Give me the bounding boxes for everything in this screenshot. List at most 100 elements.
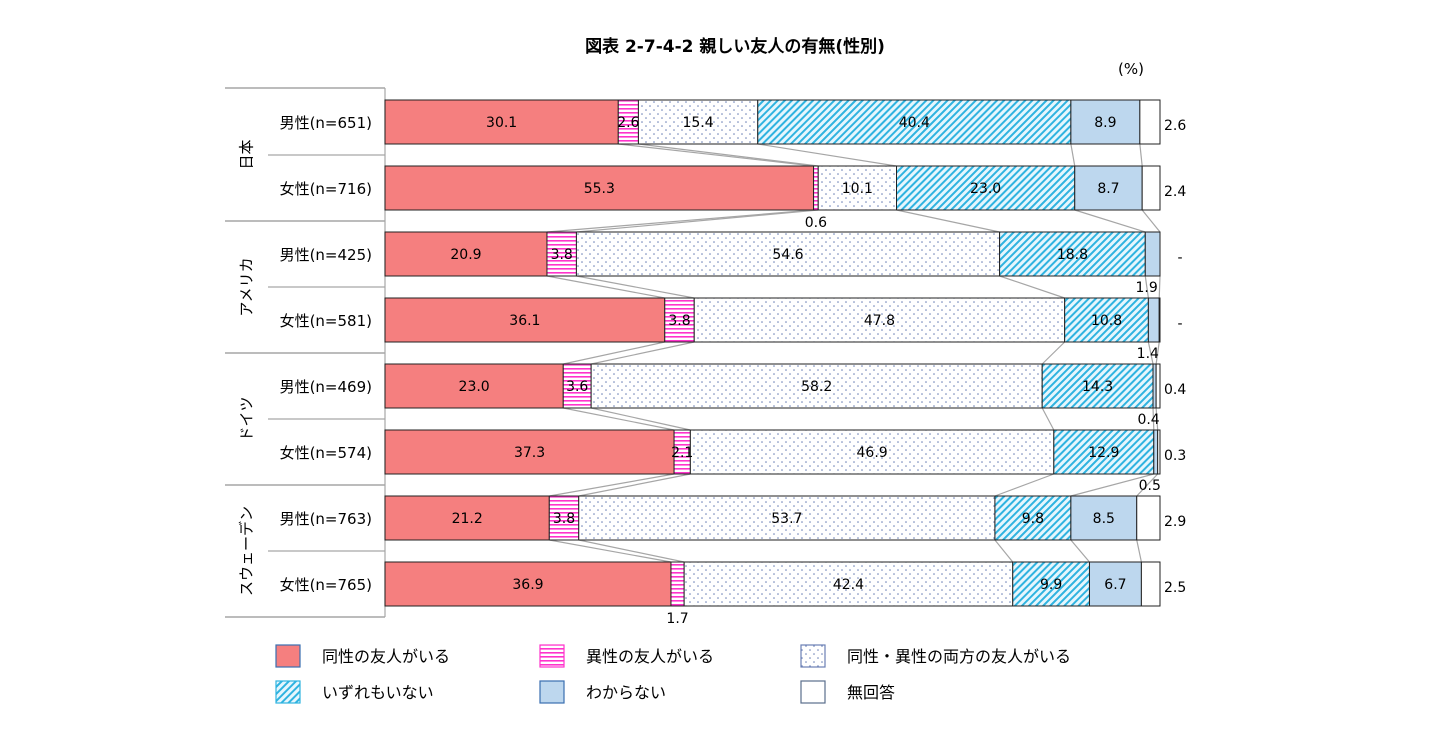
legend-swatch [275, 644, 301, 668]
bar-segment [1088, 561, 1142, 607]
unit-label: (%) [1118, 60, 1144, 78]
bar-segment [384, 429, 675, 475]
value-label: 1.9 [1136, 280, 1158, 296]
connector-line [591, 341, 695, 365]
value-label: 18.8 [1057, 247, 1088, 263]
connector-line [1141, 209, 1161, 233]
connector-line [757, 143, 897, 167]
value-label: 36.1 [509, 313, 540, 329]
connector-line [896, 209, 1000, 233]
value-label: 46.9 [857, 445, 888, 461]
chart-title: 図表 2-7-4-2 親しい友人の有無(性別) [585, 36, 885, 57]
value-label: 15.4 [683, 115, 714, 131]
value-label: 47.8 [864, 313, 895, 329]
legend-label: 無回答 [847, 683, 895, 702]
connector-line [1139, 143, 1143, 167]
bar-segment [1141, 165, 1161, 211]
connector-line [999, 275, 1065, 299]
connector-line [1041, 341, 1066, 365]
bar-segment [384, 495, 550, 541]
bars [384, 99, 1161, 607]
value-label: 54.6 [772, 247, 803, 263]
value-label: 12.9 [1088, 445, 1119, 461]
bar-segment [1153, 429, 1159, 475]
row-label: 男性(n=425) [280, 246, 372, 264]
connector-line [1041, 407, 1055, 431]
legend-swatch [275, 680, 301, 704]
connector-line [546, 275, 665, 299]
value-label: 2.6 [1164, 118, 1186, 134]
connector-line [1158, 275, 1161, 299]
bar-segment [664, 297, 695, 343]
connector-line [994, 539, 1014, 563]
value-label: 37.3 [514, 445, 545, 461]
value-label: 8.9 [1094, 115, 1116, 131]
value-label: 42.4 [833, 577, 864, 593]
bar-segment [548, 495, 580, 541]
connector-line [578, 473, 691, 497]
value-label: 55.3 [584, 181, 615, 197]
value-label: 2.4 [1164, 184, 1186, 200]
bar-segment [1140, 561, 1161, 607]
bar-segment [384, 297, 666, 343]
bar-segment [562, 363, 592, 409]
bar-segment [1064, 297, 1149, 343]
value-label: 3.8 [553, 511, 575, 527]
legend-swatch [800, 644, 826, 668]
segment-connectors [546, 143, 1161, 563]
connector-line [549, 473, 675, 497]
legend-label: いずれもいない [322, 683, 434, 702]
value-label: 30.1 [486, 115, 517, 131]
value-label: 9.9 [1040, 577, 1062, 593]
value-label: 36.9 [512, 577, 543, 593]
bar-segment [590, 363, 1043, 409]
bar-segment [693, 297, 1066, 343]
labels: 男性(n=651) 30.1 2.6 15.4 40.4 8.9 2.6 女性(n=716) 5… [280, 114, 1187, 627]
bar-segment [1139, 99, 1161, 145]
legend-swatch [539, 680, 565, 704]
bar-segment [1157, 429, 1161, 475]
bar-segment [1074, 165, 1143, 211]
legend-label: わからない [586, 683, 666, 702]
bar-segment [817, 165, 897, 211]
bar-segment [1012, 561, 1090, 607]
connector-line [549, 539, 672, 563]
connector-line [638, 143, 819, 167]
value-label: 0.5 [1139, 478, 1161, 494]
group-label-1: アメリカ [238, 257, 256, 316]
connector-line [1070, 473, 1154, 497]
connector-line [1155, 407, 1159, 431]
connector-line [546, 209, 814, 233]
connector-line [563, 341, 665, 365]
bar-segment [1136, 495, 1161, 541]
bar-segment [384, 363, 564, 409]
bar-segment [1144, 231, 1161, 277]
legend-label: 異性の友人がいる [586, 647, 714, 666]
value-label: 10.8 [1091, 313, 1122, 329]
bar-segment [813, 165, 819, 211]
connector-line [1136, 473, 1159, 497]
value-label: 40.4 [899, 115, 930, 131]
legend-label: 同性の友人がいる [322, 647, 450, 666]
bar-segment [1155, 363, 1161, 409]
bar-segment [999, 231, 1146, 277]
connector-line [578, 539, 685, 563]
connector-line [1144, 275, 1149, 299]
bar-segment [1053, 429, 1155, 475]
value-label: 10.1 [842, 181, 873, 197]
row-label: 男性(n=763) [280, 510, 372, 528]
connector-line [576, 275, 695, 299]
value-label: 0.4 [1137, 412, 1159, 428]
group-label-2: ドイツ [238, 396, 256, 441]
bar-segment [637, 99, 759, 145]
value-label: 21.2 [452, 511, 483, 527]
value-label: 1.4 [1137, 346, 1159, 362]
connector-line [1070, 539, 1090, 563]
value-label: 8.7 [1097, 181, 1119, 197]
row-label: 女性(n=581) [280, 312, 372, 330]
bar-segment [994, 495, 1072, 541]
connector-line [563, 407, 675, 431]
connector-line [1155, 341, 1160, 365]
